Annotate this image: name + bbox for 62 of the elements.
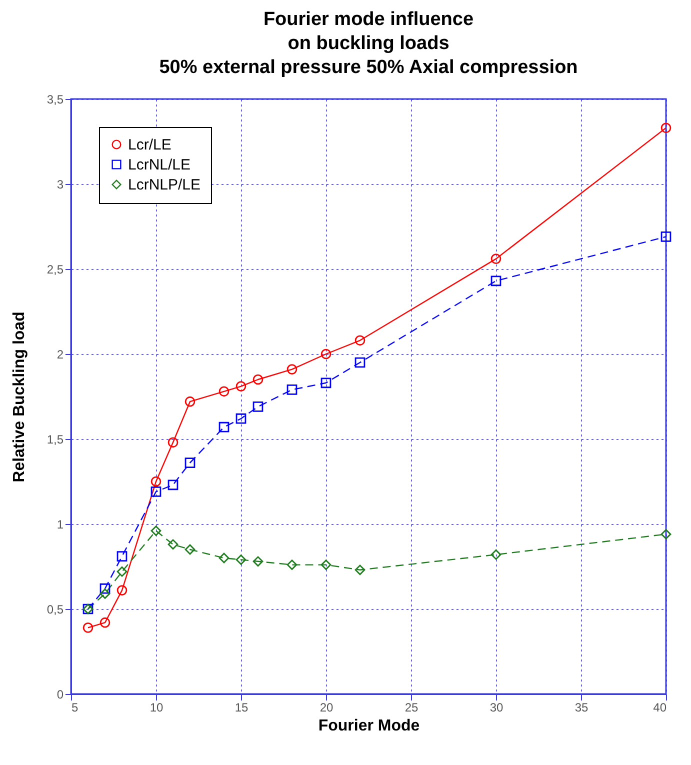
x-tick-label: 20 [320, 700, 334, 714]
point [100, 617, 110, 628]
point [490, 254, 502, 264]
point [490, 276, 502, 286]
y-tick-label: 1 [56, 518, 64, 532]
point [150, 486, 162, 497]
x-tick-label: 25 [404, 700, 418, 714]
x-axis-title: Fourier Mode [318, 718, 420, 734]
point [236, 381, 246, 392]
point [100, 583, 110, 594]
point [168, 480, 178, 490]
point [236, 554, 246, 565]
point [252, 556, 264, 567]
point [354, 564, 366, 576]
point [236, 413, 246, 424]
point [100, 588, 110, 599]
point [150, 526, 162, 536]
point [218, 552, 230, 564]
point [184, 544, 196, 555]
point [184, 396, 196, 407]
y-tick-label: 3,5 [46, 92, 64, 106]
point [354, 335, 366, 346]
point [116, 585, 128, 596]
point [320, 378, 332, 388]
legend-label: LcrNLP/LE [128, 176, 201, 194]
x-tick-label: 5 [72, 700, 78, 714]
y-tick-label: 2,5 [46, 262, 64, 276]
point [354, 357, 366, 368]
point [82, 622, 94, 633]
point [218, 422, 230, 432]
x-tick-label: 15 [234, 700, 248, 714]
point [286, 560, 298, 570]
legend-label: LcrNL/LE [128, 156, 191, 174]
point [286, 364, 298, 374]
point [660, 232, 672, 242]
x-tick-label: 10 [150, 700, 164, 714]
point [490, 549, 502, 560]
point [252, 374, 264, 385]
point [184, 458, 196, 468]
x-tick-label: 35 [574, 700, 588, 714]
point [320, 348, 332, 360]
point [168, 539, 178, 550]
y-tick-label: 0 [56, 688, 64, 702]
y-axis-title: Relative Buckling load [10, 312, 28, 482]
point [286, 384, 298, 395]
y-tick-label: 0,5 [46, 602, 64, 616]
point [168, 437, 178, 448]
point [660, 122, 672, 134]
point [660, 529, 672, 540]
point [116, 551, 128, 562]
y-tick-label: 1,5 [46, 432, 64, 446]
x-tick-label: 30 [490, 700, 504, 714]
point [116, 566, 128, 577]
point [150, 476, 162, 487]
chart-title: Fourier mode influence on buckling loads 50% external pressure 50% Axial compression [159, 9, 578, 78]
point [252, 402, 264, 412]
legend-label: Lcr/LE [128, 136, 172, 154]
point [218, 386, 230, 397]
y-tick-label: 2 [56, 348, 64, 362]
x-tick-label: 40 [653, 700, 667, 714]
point [320, 560, 332, 570]
y-tick-label: 3 [56, 178, 64, 192]
